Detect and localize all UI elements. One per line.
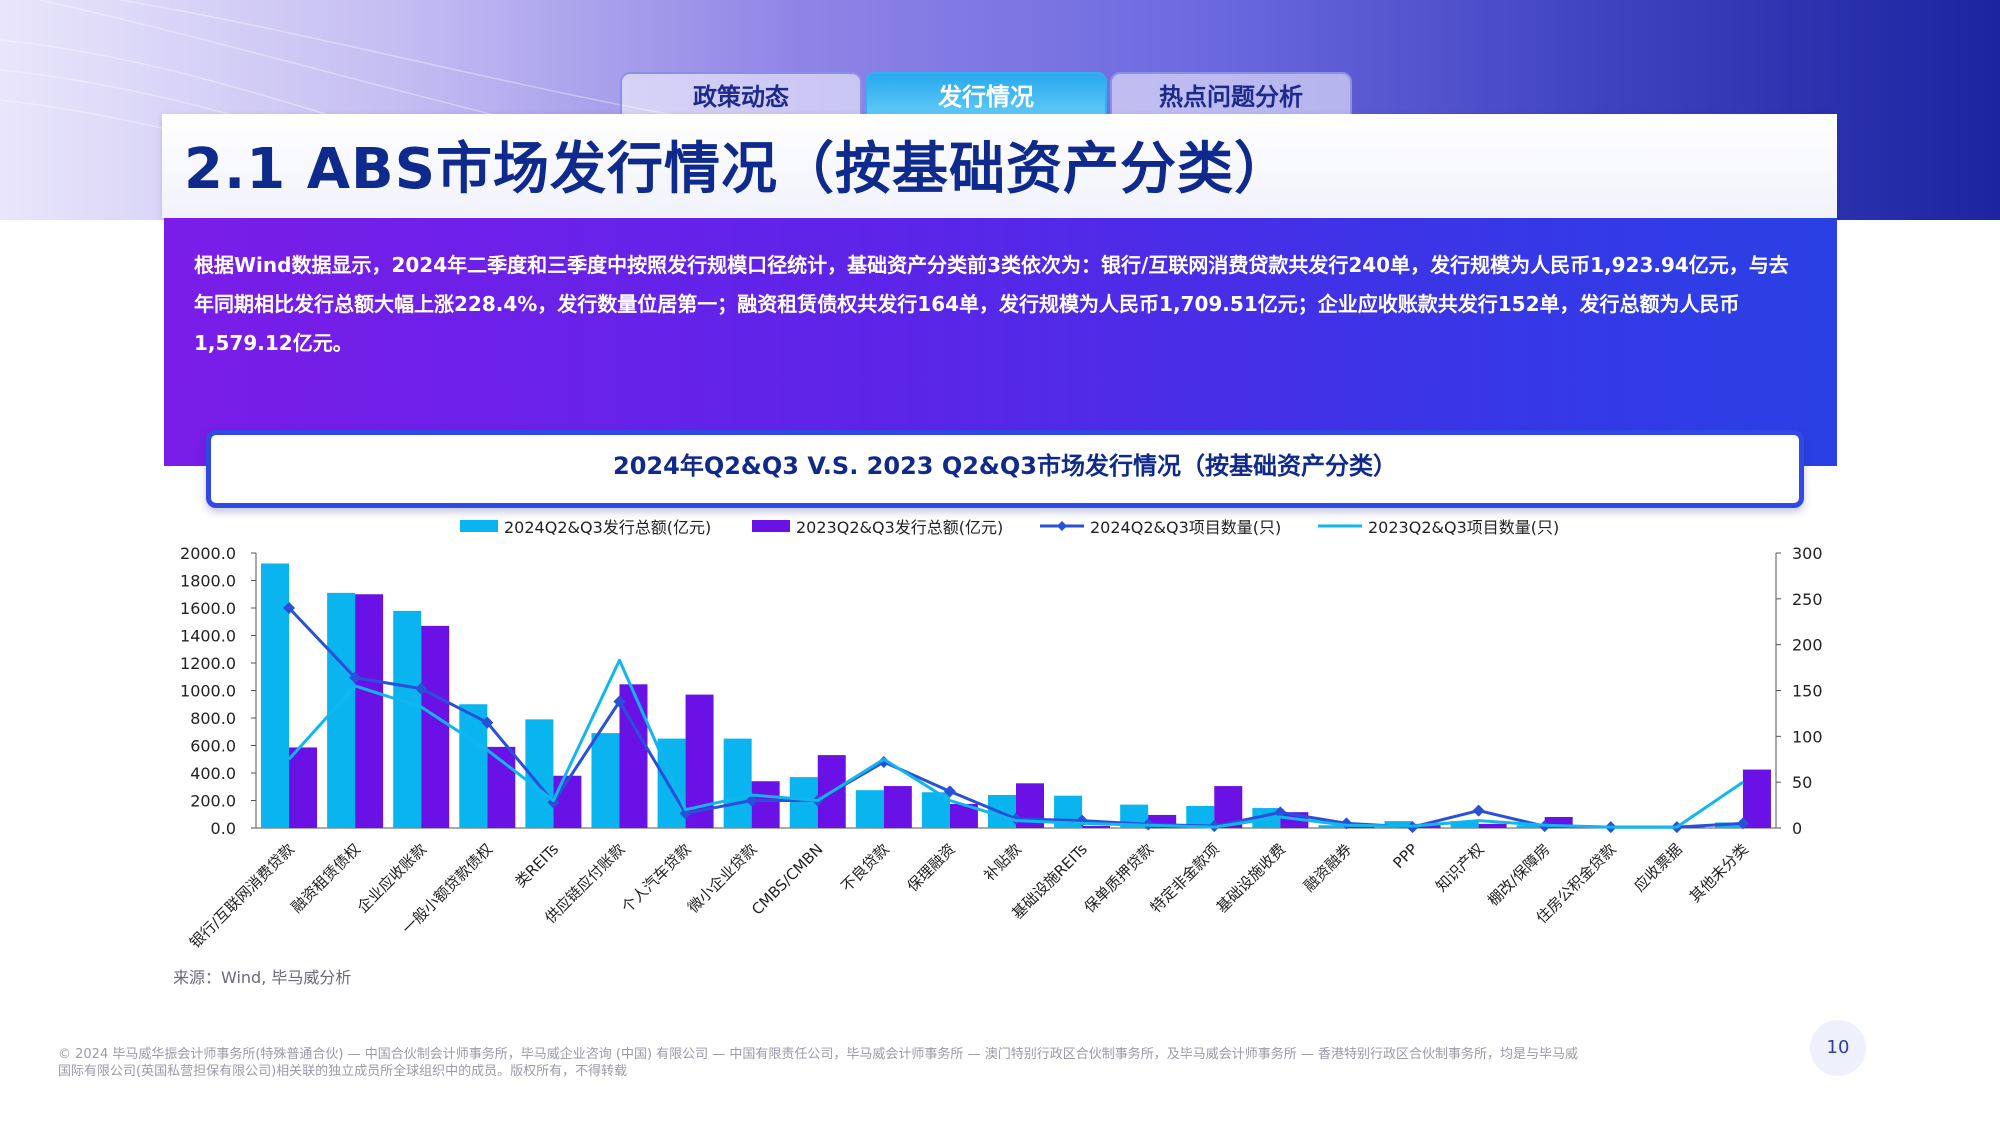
data-point-2024-count <box>613 695 626 708</box>
data-point-2024-count <box>283 602 296 614</box>
legend-label: 2024Q2&Q3项目数量(只) <box>1090 518 1281 537</box>
bar-2024 <box>459 704 488 828</box>
data-point-2024-count <box>1736 817 1749 830</box>
bar-2023 <box>751 781 780 828</box>
data-point-2024-count <box>1472 804 1485 817</box>
y-right-tick-label: 200 <box>1792 636 1823 655</box>
legend-swatch <box>752 520 790 532</box>
legend-label: 2023Q2&Q3项目数量(只) <box>1368 518 1559 537</box>
bar-2023 <box>1346 826 1375 828</box>
data-point-2024-count <box>349 671 362 684</box>
x-tick-label: 特定非金款项 <box>1147 840 1223 916</box>
page-number: 10 <box>1810 1020 1866 1076</box>
bar-2024 <box>1450 821 1479 828</box>
y-left-tick-label: 200.0 <box>190 792 236 811</box>
bar-2024 <box>393 610 422 828</box>
y-left-tick-label: 800.0 <box>190 709 236 728</box>
data-point-2024-count <box>745 794 758 807</box>
y-left-tick-label: 2000.0 <box>180 544 236 563</box>
chart-legend: 2024Q2&Q3发行总额(亿元) 2023Q2&Q3发行总额(亿元) 2024Q2… <box>460 518 1559 537</box>
y-right-tick-label: 0 <box>1792 819 1802 838</box>
bar-2024 <box>1186 806 1215 828</box>
bar-2024 <box>591 733 620 828</box>
data-point-2024-count <box>1274 806 1287 819</box>
y-left-tick-label: 1000.0 <box>180 682 236 701</box>
y-left-tick-label: 0.0 <box>211 819 236 838</box>
chart-bars <box>261 563 1771 828</box>
bar-2023 <box>289 747 318 828</box>
data-point-2024-count <box>481 716 494 729</box>
y-left-tick-label: 1600.0 <box>180 599 236 618</box>
x-tick-label: 补贴款 <box>980 840 1025 885</box>
y-right-tick-label: 50 <box>1792 773 1812 792</box>
bar-2024 <box>789 777 818 828</box>
x-tick-label: 个人汽车贷款 <box>618 840 694 916</box>
title-bar: 2.1 ABS市场发行情况（按基础资产分类） <box>162 114 1837 218</box>
copyright-line-1: © 2024 毕马威华振会计师事务所(特殊普通合伙) — 中国合伙制会计师事务所… <box>58 1047 1578 1062</box>
x-tick-label: CMBS/CMBN <box>748 840 826 918</box>
legend-marker <box>1057 521 1067 531</box>
bar-2023 <box>1742 769 1771 828</box>
bar-2023 <box>1544 817 1573 828</box>
y-right-tick-label: 150 <box>1792 682 1823 701</box>
x-tick-label: 基础设施收费 <box>1213 840 1289 916</box>
data-point-2024-count <box>415 682 428 695</box>
legend-swatch <box>460 520 498 532</box>
legend-label: 2023Q2&Q3发行总额(亿元) <box>796 518 1003 537</box>
summary-panel: 根据Wind数据显示，2024年二季度和三季度中按照发行规模口径统计，基础资产分… <box>164 218 1837 466</box>
bar-2024 <box>1516 825 1545 828</box>
bar-2023 <box>1478 823 1507 828</box>
legend-label: 2024Q2&Q3发行总额(亿元) <box>504 518 711 537</box>
x-tick-label: 保理融资 <box>904 840 959 895</box>
chart-axes: 0.0 200.0 400.0 600.0 800.0 1000.0 1200.0 1400.… <box>180 544 1823 838</box>
bar-2023 <box>1082 825 1111 828</box>
y-right-tick-label: 100 <box>1792 727 1823 746</box>
bar-2024 <box>723 738 752 828</box>
y-left-tick-label: 1800.0 <box>180 572 236 591</box>
y-right-tick-label: 300 <box>1792 544 1823 563</box>
x-tick-label: 类REITs <box>511 840 562 891</box>
bar-2023 <box>421 625 450 828</box>
bar-2024 <box>1318 825 1347 828</box>
chart-title: 2024年Q2&Q3 V.S. 2023 Q2&Q3市场发行情况（按基础资产分类… <box>613 452 1397 480</box>
y-left-tick-label: 1200.0 <box>180 654 236 673</box>
x-tick-label: PPP <box>1389 840 1421 872</box>
x-tick-label: 融资融券 <box>1300 840 1355 895</box>
page-title: 2.1 ABS市场发行情况（按基础资产分类） <box>184 137 1292 202</box>
bar-2024 <box>261 563 290 828</box>
data-point-2024-count <box>1010 812 1022 825</box>
bar-2024 <box>855 790 884 828</box>
chart-lines <box>283 602 1749 834</box>
x-tick-label: 不良贷款 <box>837 840 892 895</box>
copyright-line-2: 国际有限公司(英国私营担保有限公司)相关联的独立成员所全球组织中的成员。版权所有… <box>58 1064 628 1079</box>
data-point-2024-count <box>877 756 890 768</box>
y-left-tick-label: 600.0 <box>190 737 236 756</box>
x-tick-label: 其他未分类 <box>1686 840 1752 906</box>
source-note: 来源：Wind, 毕马威分析 <box>173 968 352 987</box>
y-left-tick-label: 1400.0 <box>180 627 236 646</box>
summary-text: 根据Wind数据显示，2024年二季度和三季度中按照发行规模口径统计，基础资产分… <box>194 253 1789 355</box>
x-tick-label: 棚改/保障房 <box>1484 840 1553 909</box>
x-tick-label: 融资租赁债权 <box>288 840 364 916</box>
data-point-2024-count <box>943 785 956 798</box>
chart-header: 2024年Q2&Q3 V.S. 2023 Q2&Q3市场发行情况（按基础资产分类… <box>206 430 1804 508</box>
bar-2023 <box>355 594 384 828</box>
x-tick-label: 保单质押贷款 <box>1081 840 1157 916</box>
x-tick-label: 银行/互联网消费贷款 <box>186 840 298 952</box>
issuance-chart: 2024Q2&Q3发行总额(亿元) 2023Q2&Q3发行总额(亿元) 2024Q2… <box>180 518 1823 952</box>
x-tick-label: 知识产权 <box>1432 840 1487 895</box>
y-left-tick-label: 400.0 <box>190 764 236 783</box>
y-right-tick-label: 250 <box>1792 590 1823 609</box>
x-tick-label: 应收票据 <box>1631 840 1686 895</box>
bar-2023 <box>883 786 912 828</box>
copyright-footer: © 2024 毕马威华振会计师事务所(特殊普通合伙) — 中国合伙制会计师事务所… <box>58 1046 1758 1080</box>
series-line-2023-count <box>287 658 1744 829</box>
